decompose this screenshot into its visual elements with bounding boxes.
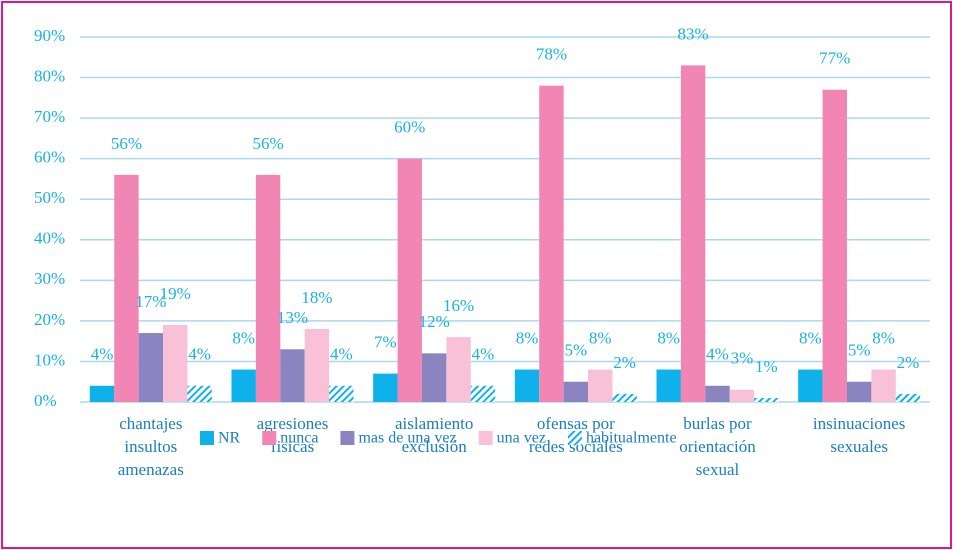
bar (187, 385, 212, 402)
bar (612, 393, 637, 402)
data-label: 1% (755, 357, 778, 376)
data-label: 2% (613, 353, 636, 372)
legend-swatch (340, 431, 355, 445)
bar (89, 385, 115, 402)
data-label: 77% (819, 49, 850, 68)
data-label: 4% (330, 345, 353, 364)
x-tick-label: burlas por orientación sexual (679, 414, 756, 479)
data-label: 8% (516, 328, 539, 347)
legend-label: NR (218, 430, 241, 447)
data-label: 56% (253, 134, 284, 153)
data-label: 16% (443, 296, 474, 315)
x-tick-label: aislamiento exclusión (395, 414, 473, 456)
legend-swatch (478, 431, 493, 445)
bar (373, 373, 398, 402)
y-tick-label: 30% (34, 269, 65, 288)
data-label: 4% (188, 345, 211, 364)
bar (421, 353, 447, 402)
bar (255, 174, 281, 402)
x-tick-label: insinuaciones sexuales (813, 414, 906, 456)
x-tick-label: agresiones fisicas (257, 414, 329, 456)
bar (871, 369, 896, 402)
bar (846, 381, 872, 402)
data-label: 3% (731, 349, 754, 368)
bar (729, 389, 755, 402)
data-label: 5% (848, 341, 871, 360)
legend-label: mas de una vez (358, 430, 456, 447)
data-label: 7% (374, 333, 397, 352)
bar (798, 369, 823, 402)
data-label: 12% (419, 312, 450, 331)
data-label: 83% (678, 24, 709, 43)
data-label: 4% (706, 345, 729, 364)
data-label: 8% (589, 328, 612, 347)
bar (656, 369, 681, 402)
legend-swatch (200, 431, 214, 445)
data-label: 78% (536, 45, 567, 64)
bar (446, 337, 471, 402)
data-label: 17% (135, 292, 166, 311)
legend-swatch (262, 431, 277, 445)
bar (705, 385, 730, 402)
bar (163, 324, 188, 402)
data-label: 56% (111, 134, 142, 153)
data-label: 4% (91, 345, 114, 364)
bar (329, 385, 354, 402)
x-tick-label: chantajes insultos amenazas (118, 414, 184, 479)
data-label: 8% (657, 328, 680, 347)
y-tick-label: 40% (34, 229, 65, 248)
bar (680, 65, 706, 402)
data-label: 18% (301, 288, 332, 307)
x-tick-label: ofensas por redes sociales (529, 414, 623, 456)
y-tick-label: 60% (34, 148, 65, 167)
data-label: 2% (897, 353, 920, 372)
data-label: 4% (472, 345, 495, 364)
data-label: 13% (277, 308, 308, 327)
bar (539, 85, 564, 403)
y-tick-label: 70% (34, 107, 65, 126)
bar (563, 381, 589, 402)
bar (114, 174, 139, 402)
data-label: 19% (160, 284, 191, 303)
data-label: 8% (799, 328, 822, 347)
y-tick-label: 90% (34, 26, 65, 45)
legend-swatch (567, 431, 582, 445)
y-tick-label: 20% (34, 310, 65, 329)
bar (588, 369, 613, 402)
data-label: 8% (872, 328, 895, 347)
bar (304, 329, 330, 402)
bar (231, 369, 256, 402)
y-tick-label: 50% (34, 188, 65, 207)
y-tick-label: 10% (34, 350, 65, 369)
data-label: 8% (232, 328, 255, 347)
bar (514, 369, 540, 402)
y-tick-label: 80% (34, 66, 65, 85)
bar (280, 349, 305, 402)
bar (895, 393, 921, 402)
legend-label: habitualmente (586, 430, 677, 447)
bar (822, 89, 847, 402)
bar (754, 397, 779, 402)
data-label: 5% (564, 341, 587, 360)
y-tick-label: 0% (34, 391, 57, 410)
bar (397, 158, 422, 402)
legend-label: una vez (497, 430, 546, 447)
bar (138, 333, 164, 402)
data-label: 60% (394, 118, 425, 137)
bar (470, 385, 496, 402)
legend-label: nunca (280, 430, 318, 447)
